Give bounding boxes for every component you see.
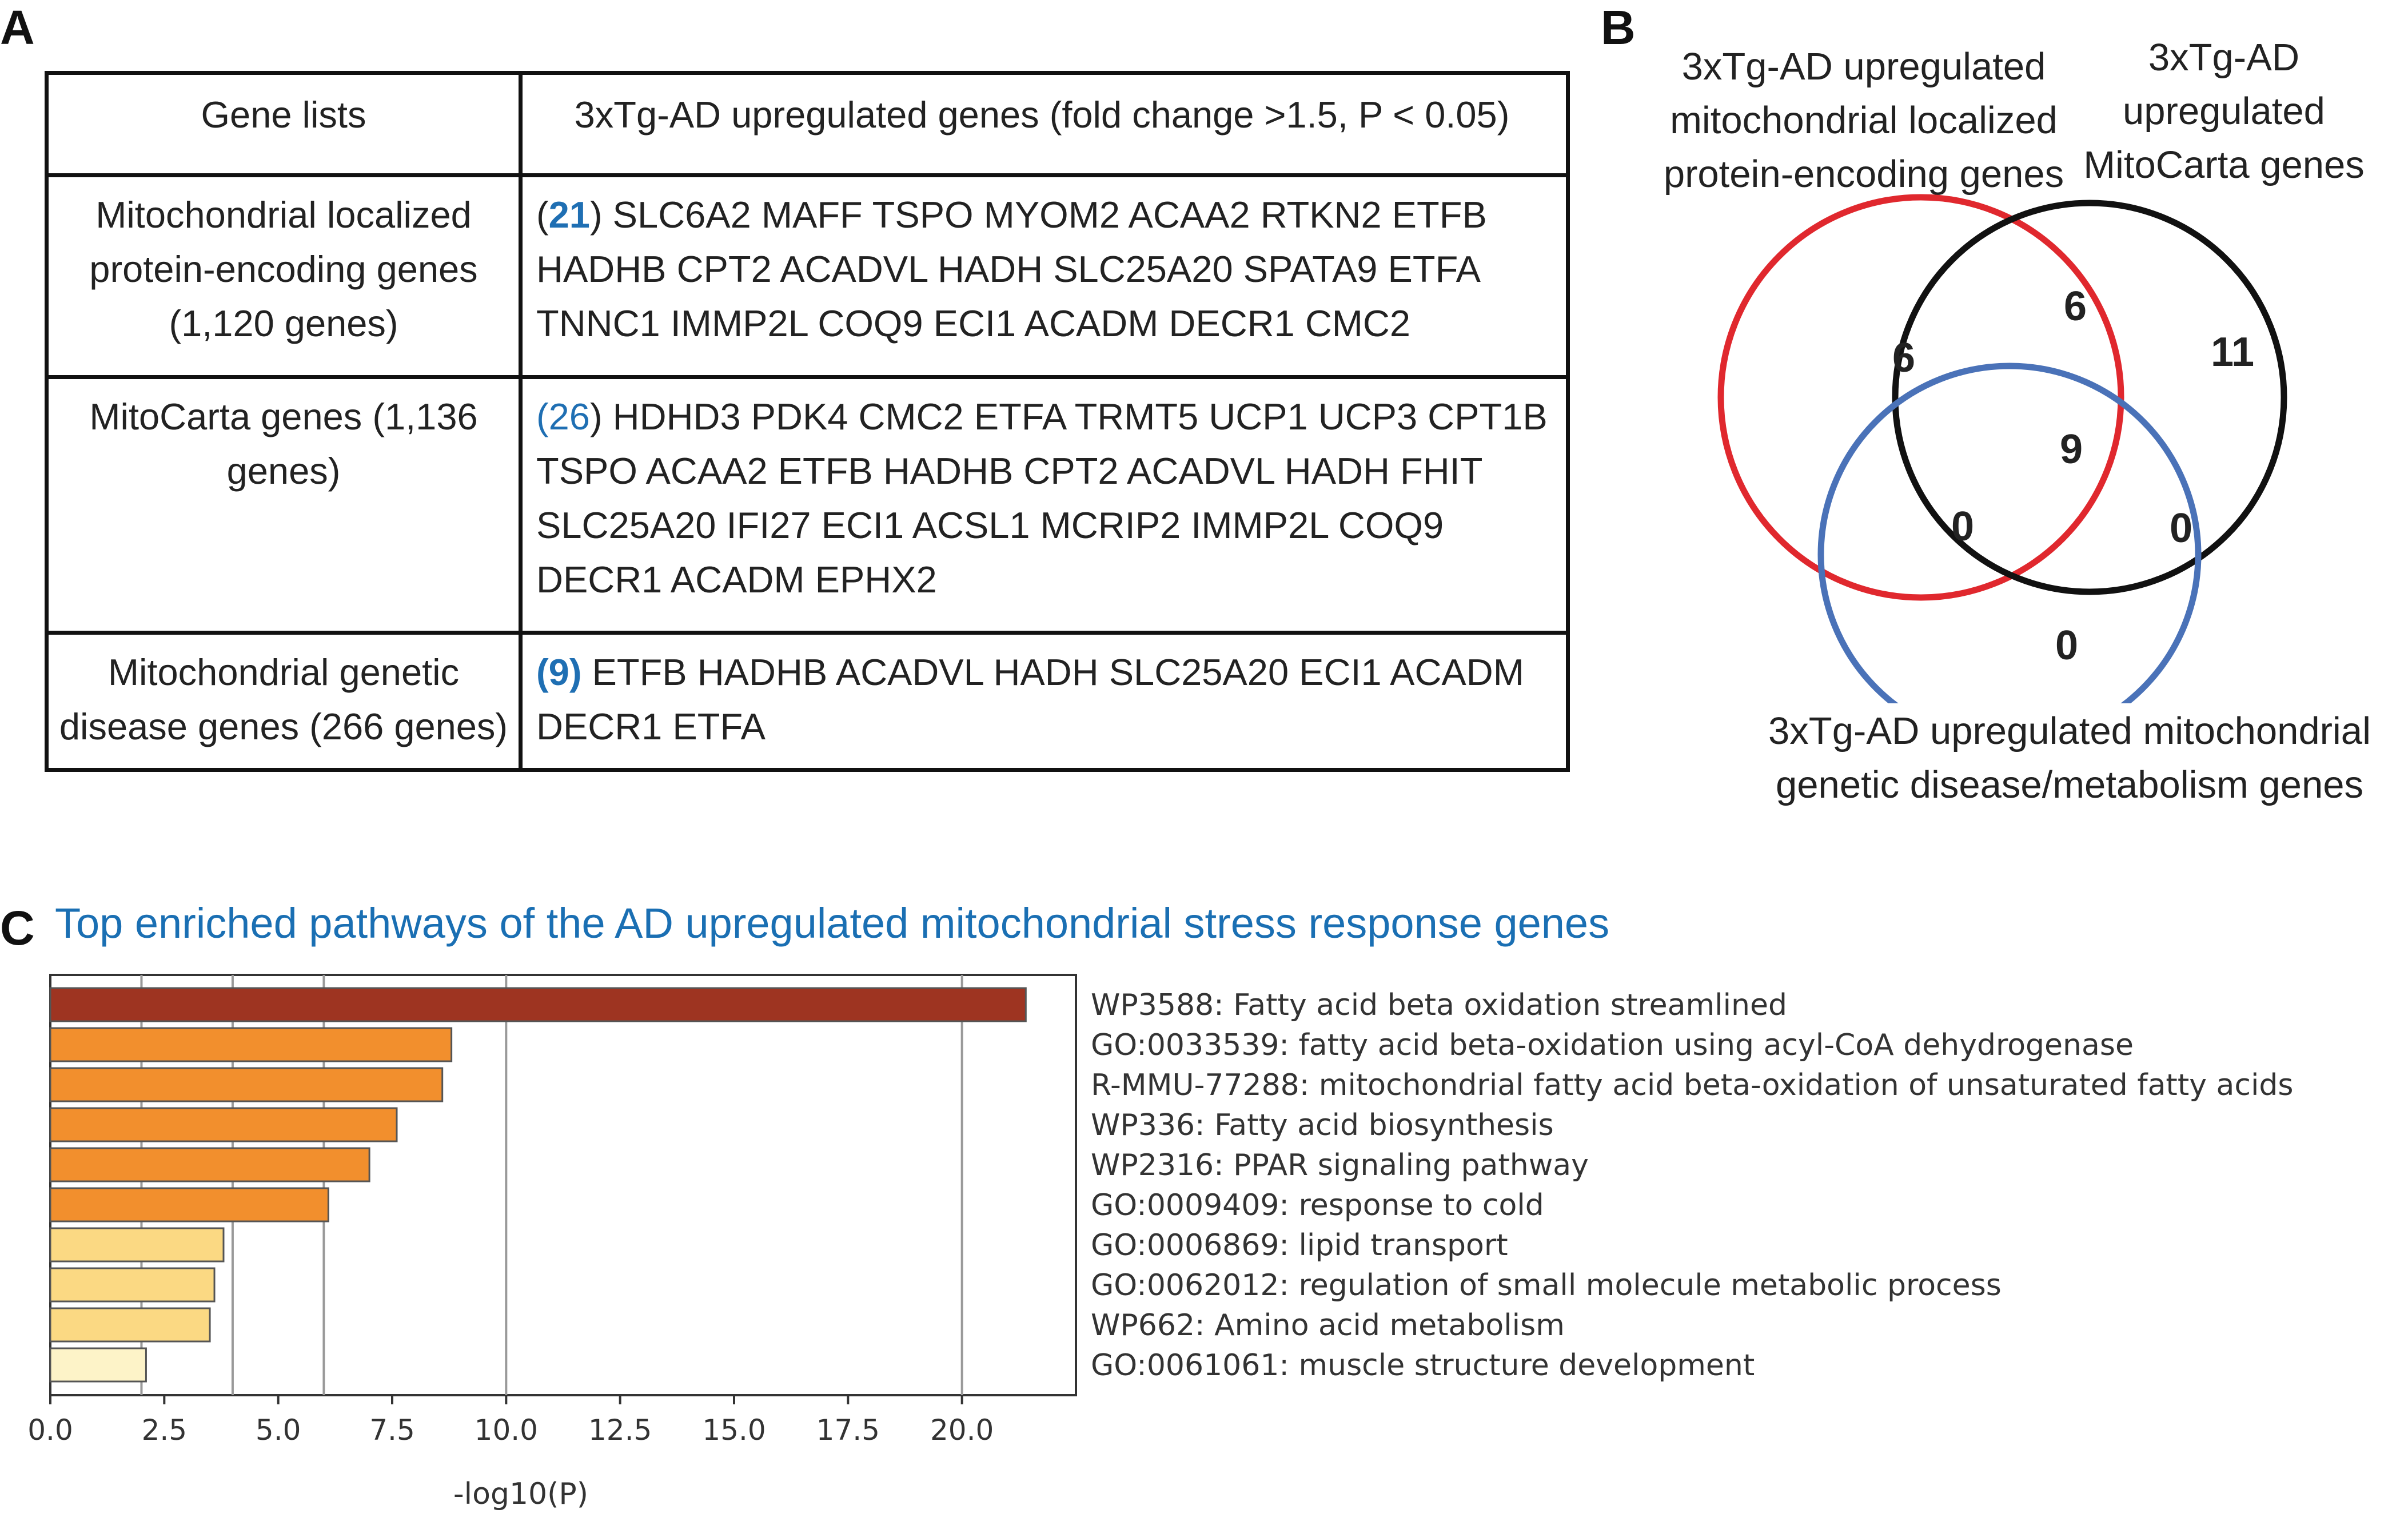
venn-circle-blue <box>1817 363 2202 703</box>
x-tick-label: 20.0 <box>930 1413 994 1447</box>
panel-letter-c: C <box>0 901 35 955</box>
pathway-term-label: GO:0061061: muscle structure development <box>1091 1348 1755 1383</box>
venn-count-black-only: 11 <box>2211 329 2254 375</box>
venn-count-red-blue: 0 <box>1951 504 1974 550</box>
pathway-bar <box>49 1147 370 1182</box>
pathway-bar <box>49 1267 216 1303</box>
gene-cell: (26) HDHD3 PDK4 CMC2 ETFA TRMT5 UCP1 UCP… <box>519 375 1570 635</box>
list-name-cell: Mitochondrial localized protein-encoding… <box>45 173 523 379</box>
table-row: Mitochondrial genetic disease genes (266… <box>45 631 1570 772</box>
pathway-term-label: GO:0033539: fatty acid beta-oxidation us… <box>1091 1028 2134 1062</box>
pathway-term-label: WP3588: Fatty acid beta oxidation stream… <box>1091 988 1787 1022</box>
venn-count-red-only: 6 <box>1892 335 1915 381</box>
gene-count: 9 <box>548 651 569 693</box>
venn-count-red-black: 6 <box>2064 284 2087 329</box>
table-header-row: Gene lists 3xTg-AD upregulated genes (fo… <box>45 71 1570 177</box>
gene-list-table: Gene lists 3xTg-AD upregulated genes (fo… <box>45 71 1570 772</box>
venn-count-all-three: 9 <box>2060 427 2083 472</box>
table-row: MitoCarta genes (1,136 genes) (26) HDHD3… <box>45 375 1570 635</box>
x-tick-label: 15.0 <box>702 1413 766 1447</box>
gene-list-text: SLC6A2 MAFF TSPO MYOM2 ACAA2 RTKN2 ETFB … <box>536 194 1487 344</box>
venn-circle-black <box>1892 200 2287 595</box>
x-tick-label: 5.0 <box>256 1413 301 1447</box>
venn-circles: 6 6 11 9 0 0 0 <box>1717 194 2287 703</box>
x-tick-label: 7.5 <box>369 1413 415 1447</box>
venn-circle-red <box>1717 194 2124 601</box>
x-axis-label: -log10(P) <box>453 1477 588 1511</box>
venn-label-red: 3xTg-AD upregulated mitochondrial locali… <box>1663 45 2064 196</box>
gene-count: 26 <box>548 396 590 437</box>
pathway-bar <box>49 1307 211 1343</box>
panel-letter-b: B <box>1601 1 1636 54</box>
x-tick-label: 0.0 <box>27 1413 73 1447</box>
gene-count: 21 <box>548 194 590 236</box>
pathway-bar-chart: WP3588: Fatty acid beta oxidation stream… <box>27 974 2294 1511</box>
term-label-layer: WP3588: Fatty acid beta oxidation stream… <box>1091 988 2294 1383</box>
pathway-term-label: GO:0009409: response to cold <box>1091 1188 1544 1223</box>
pathway-chart-title: Top enriched pathways of the AD upregula… <box>55 899 1610 947</box>
pathway-term-label: WP662: Amino acid metabolism <box>1091 1308 1565 1343</box>
pathway-term-label: WP2316: PPAR signaling pathway <box>1091 1148 1589 1182</box>
pathway-bar <box>49 1027 453 1062</box>
gene-cell: (9) ETFB HADHB ACADVL HADH SLC25A20 ECI1… <box>519 631 1570 772</box>
pathway-term-label: GO:0062012: regulation of small molecule… <box>1091 1268 2002 1303</box>
x-tick-label: 2.5 <box>142 1413 188 1447</box>
list-name-cell: MitoCarta genes (1,136 genes) <box>45 375 523 635</box>
pathway-bar <box>49 1227 225 1263</box>
venn-diagram: 3xTg-AD upregulated mitochondrial locali… <box>1641 23 2401 835</box>
panel-letter-a: A <box>0 1 35 54</box>
pathway-bar <box>49 1187 329 1223</box>
venn-count-blue-only: 0 <box>2055 623 2078 668</box>
pathway-bar <box>49 1067 444 1102</box>
x-tick-label: 12.5 <box>588 1413 652 1447</box>
bar-layer <box>49 987 1027 1383</box>
venn-label-blue: 3xTg-AD upregulated mitochondrial geneti… <box>1768 710 2371 806</box>
tick-layer: 0.0 2.5 5.0 7.5 10.0 12.5 15.0 17.5 20.0 <box>27 1395 994 1447</box>
pathway-term-label: WP336: Fatty acid biosynthesis <box>1091 1108 1554 1142</box>
pathway-term-label: GO:0006869: lipid transport <box>1091 1228 1508 1263</box>
gene-cell: (21) SLC6A2 MAFF TSPO MYOM2 ACAA2 RTKN2 … <box>519 173 1570 379</box>
pathway-bar <box>49 1347 147 1383</box>
venn-label-black: 3xTg-AD upregulated MitoCarta genes <box>2083 36 2365 186</box>
gene-list-text: HDHD3 PDK4 CMC2 ETFA TRMT5 UCP1 UCP3 CPT… <box>536 396 1548 600</box>
x-tick-label: 10.0 <box>475 1413 538 1447</box>
table-header-gene-lists: Gene lists <box>45 71 523 177</box>
table-row: Mitochondrial localized protein-encoding… <box>45 173 1570 379</box>
pathway-bar <box>49 987 1027 1022</box>
x-tick-label: 17.5 <box>816 1413 880 1447</box>
pathway-bar <box>49 1107 398 1142</box>
venn-count-black-blue: 0 <box>2170 505 2192 551</box>
table-header-upregulated-genes: 3xTg-AD upregulated genes (fold change >… <box>519 71 1570 177</box>
list-name-cell: Mitochondrial genetic disease genes (266… <box>45 631 523 772</box>
gene-list-text: ETFB HADHB ACADVL HADH SLC25A20 ECI1 ACA… <box>536 651 1524 747</box>
pathway-term-label: R-MMU-77288: mitochondrial fatty acid be… <box>1091 1068 2294 1102</box>
